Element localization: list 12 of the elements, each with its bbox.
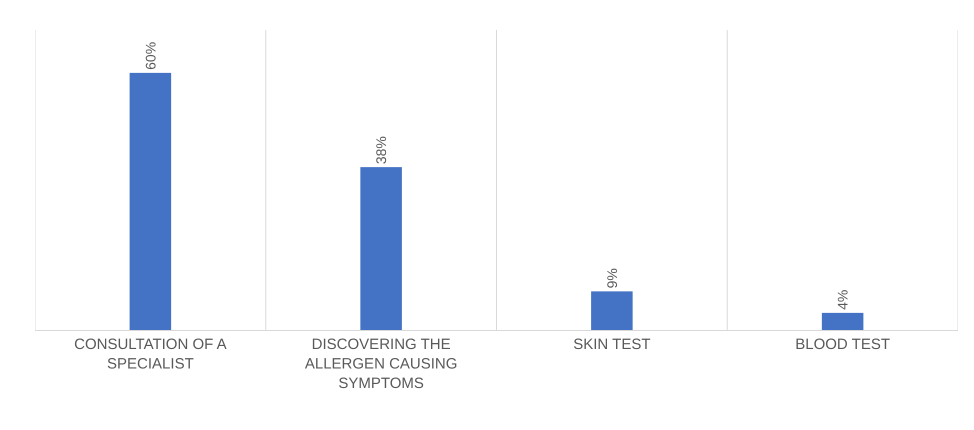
bar: [360, 167, 402, 330]
x-tick-label: BLOOD TEST: [795, 336, 890, 353]
data-label: 38%: [373, 136, 390, 164]
x-tick-label: CONSULTATION OF A SPECIALIST: [74, 336, 227, 372]
x-tick-label: DISCOVERING THE ALLERGEN CAUSING SYMPTOMS: [304, 336, 458, 392]
data-label: 9%: [604, 268, 620, 288]
data-label: 60%: [142, 42, 158, 70]
data-label: 4%: [834, 290, 851, 310]
bar: [822, 312, 864, 330]
x-tick-label: SKIN TEST: [573, 336, 651, 353]
bar: [130, 72, 172, 330]
bar: [591, 291, 633, 330]
